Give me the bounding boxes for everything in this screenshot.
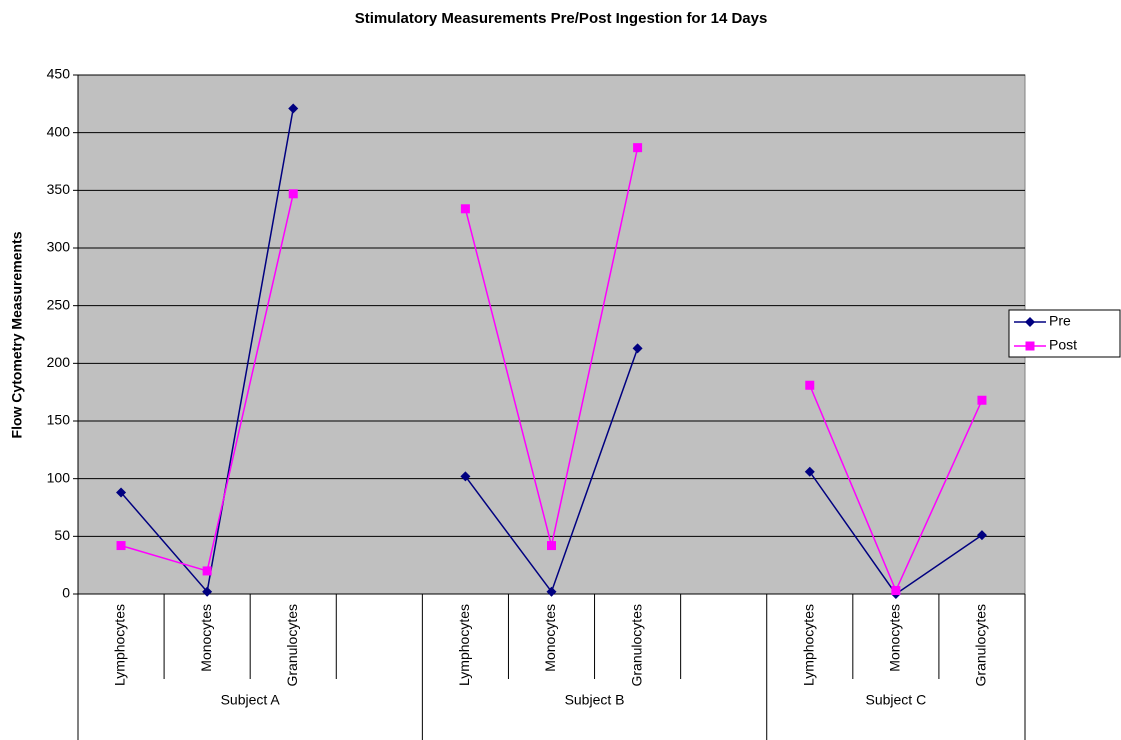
marker <box>202 566 212 576</box>
marker <box>976 530 987 541</box>
group-label: Subject C <box>866 692 927 708</box>
chart-title: Stimulatory Measurements Pre/Post Ingest… <box>355 10 768 27</box>
x-tick-label: Granulocytes <box>973 604 989 686</box>
legend-label: Post <box>1049 337 1077 353</box>
marker <box>547 541 556 551</box>
x-tick-label: Monocytes <box>542 604 558 672</box>
x-tick-label: Granulocytes <box>284 604 300 686</box>
marker <box>805 380 815 390</box>
marker <box>804 466 815 477</box>
y-tick-label: 50 <box>54 527 70 543</box>
marker <box>116 487 127 498</box>
x-tick-label: Lymphocytes <box>456 604 472 686</box>
legend-label: Pre <box>1049 313 1071 329</box>
marker <box>460 471 471 482</box>
y-tick-label: 0 <box>62 585 70 601</box>
marker <box>977 395 987 405</box>
x-tick-label: Lymphocytes <box>800 604 816 686</box>
legend-marker <box>1025 317 1035 327</box>
y-tick-label: 200 <box>47 354 71 370</box>
marker <box>891 586 901 596</box>
y-tick-label: 150 <box>47 412 71 428</box>
marker <box>288 103 299 114</box>
y-tick-label: 250 <box>47 296 71 312</box>
y-tick-label: 450 <box>47 66 71 82</box>
y-tick-label: 350 <box>47 181 71 197</box>
marker <box>546 586 557 597</box>
x-tick-label: Monocytes <box>198 604 214 672</box>
marker <box>633 143 643 153</box>
marker <box>460 204 470 214</box>
group-label: Subject A <box>221 692 281 708</box>
y-tick-label: 400 <box>47 123 71 139</box>
y-axis-label: Flow Cytometry Measurements <box>9 231 25 438</box>
y-tick-label: 300 <box>47 239 71 255</box>
x-tick-label: Monocytes <box>887 604 903 672</box>
group-label: Subject B <box>565 692 625 708</box>
y-tick-label: 100 <box>47 469 71 485</box>
x-tick-label: Granulocytes <box>628 604 644 686</box>
marker <box>202 586 213 597</box>
x-tick-label: Lymphocytes <box>112 604 128 686</box>
marker <box>288 189 298 199</box>
plot-area <box>77 74 1026 595</box>
marker <box>632 343 643 354</box>
marker <box>116 541 126 551</box>
legend-marker <box>1025 341 1035 351</box>
